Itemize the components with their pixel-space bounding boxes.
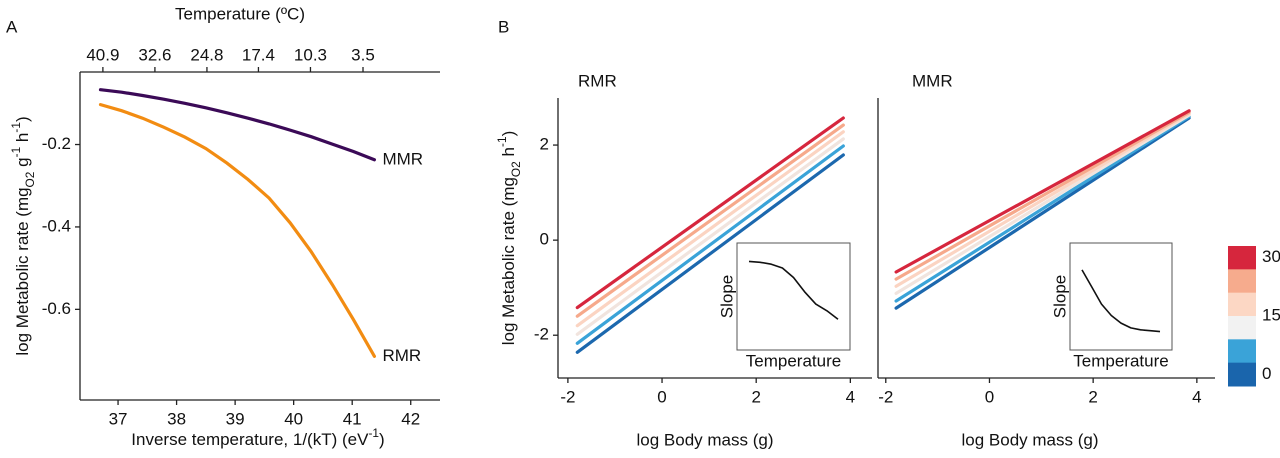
- y-axis-title-part: h: [13, 133, 32, 147]
- x-tick-label: 39: [226, 409, 245, 428]
- y-axis-title-part: log Metabolic rate (mg: [13, 187, 32, 355]
- x-tick-label: -2: [878, 387, 893, 406]
- x-tick-label: 2: [1088, 387, 1097, 406]
- y-tick-label: -0.6: [42, 299, 71, 318]
- y-axis-title-part: O2: [509, 161, 523, 177]
- y-axis-title-part: h: [499, 147, 518, 161]
- x2-tick-label: 40.9: [86, 45, 119, 64]
- y-axis-title-part: ): [13, 116, 32, 122]
- line-end-label: MMR: [382, 149, 423, 168]
- y-tick-label: -0.4: [42, 216, 71, 235]
- inset-frame: [736, 242, 851, 351]
- y-axis-title-part: g: [13, 157, 32, 171]
- y-axis-title-part: ): [499, 131, 518, 137]
- x-axis-title-part: -1: [368, 426, 379, 440]
- x-axis-title: Inverse temperature, 1/(kT) (eV-1): [131, 426, 384, 449]
- x2-tick-label: 32.6: [138, 45, 171, 64]
- inset-y-title: Slope: [717, 275, 736, 318]
- series-line: [575, 123, 845, 318]
- panel-title: RMR: [578, 71, 617, 90]
- panel-title: MMR: [912, 71, 953, 90]
- y-axis-title-part: O2: [23, 171, 37, 187]
- colorbar-swatch: [1228, 269, 1256, 294]
- x-tick-label: 42: [401, 409, 420, 428]
- inset-x-title: Temperature: [1073, 351, 1168, 370]
- line-end-label: RMR: [382, 346, 421, 365]
- inset-x-title: Temperature: [746, 351, 841, 370]
- x-axis-title: log Body mass (g): [962, 430, 1099, 449]
- series-line: [894, 112, 1191, 288]
- series-line: [98, 88, 376, 162]
- colorbar-label: 30 ºC: [1262, 247, 1280, 266]
- series-line: [894, 116, 1191, 310]
- y-tick-label: 2: [540, 135, 549, 154]
- series-line: [575, 116, 845, 310]
- x-tick-label: 4: [846, 387, 855, 406]
- colorbar-swatch: [1228, 362, 1256, 387]
- series-line: [894, 109, 1191, 274]
- x2-tick-label: 3.5: [351, 45, 375, 64]
- panel-letter: A: [6, 17, 18, 36]
- series-line: [575, 153, 845, 354]
- x2-tick-label: 17.4: [242, 45, 275, 64]
- x-axis-title: log Body mass (g): [637, 430, 774, 449]
- colorbar-swatch: [1228, 246, 1256, 270]
- y-axis-title-part: log Metabolic rate (mg: [499, 177, 518, 345]
- colorbar-swatch: [1228, 339, 1256, 364]
- x-tick-label: 38: [167, 409, 186, 428]
- colorbar-label: 0: [1262, 364, 1271, 383]
- x-tick-label: 37: [109, 409, 128, 428]
- panel-letter: B: [498, 17, 509, 36]
- inset-line: [1081, 269, 1161, 333]
- colorbar-label: 15: [1262, 305, 1280, 324]
- series-line: [575, 137, 845, 336]
- series-line: [894, 110, 1191, 281]
- x2-tick-label: 10.3: [294, 45, 327, 64]
- x-tick-label: 2: [751, 387, 760, 406]
- colorbar-swatch: [1228, 316, 1256, 340]
- inset-y-title: Slope: [1050, 275, 1069, 318]
- series-line: [575, 144, 845, 345]
- x-tick-label: -2: [560, 387, 575, 406]
- x-tick-label: 0: [985, 387, 994, 406]
- x-tick-label: 40: [284, 409, 303, 428]
- y-axis-title-part: -1: [9, 122, 23, 133]
- y-axis-title-part: -1: [495, 136, 509, 147]
- x-axis-title-part: Inverse temperature, 1/(kT) (eV: [131, 430, 369, 449]
- y-axis-title-part: -1: [9, 146, 23, 157]
- series-line: [894, 113, 1191, 295]
- colorbar-swatch: [1228, 292, 1256, 317]
- x-tick-label: 41: [343, 409, 362, 428]
- series-line: [98, 103, 376, 358]
- y-axis-title: log Metabolic rate (mgO2 h-1): [495, 131, 523, 346]
- x2-tick-label: 24.8: [190, 45, 223, 64]
- series-line: [894, 114, 1191, 303]
- y-tick-label: 0: [540, 230, 549, 249]
- y-tick-label: -2: [534, 325, 549, 344]
- x2-axis-title: Temperature (ºC): [175, 4, 305, 23]
- y-axis-title: log Metabolic rate (mgO2 g-1 h-1): [9, 116, 37, 355]
- inset-frame: [1069, 242, 1173, 351]
- x-axis-title-part: ): [379, 430, 385, 449]
- y-tick-label: -0.2: [42, 134, 71, 153]
- inset-line: [748, 260, 839, 320]
- x-tick-label: 4: [1192, 387, 1201, 406]
- x-tick-label: 0: [657, 387, 666, 406]
- series-line: [575, 130, 845, 328]
